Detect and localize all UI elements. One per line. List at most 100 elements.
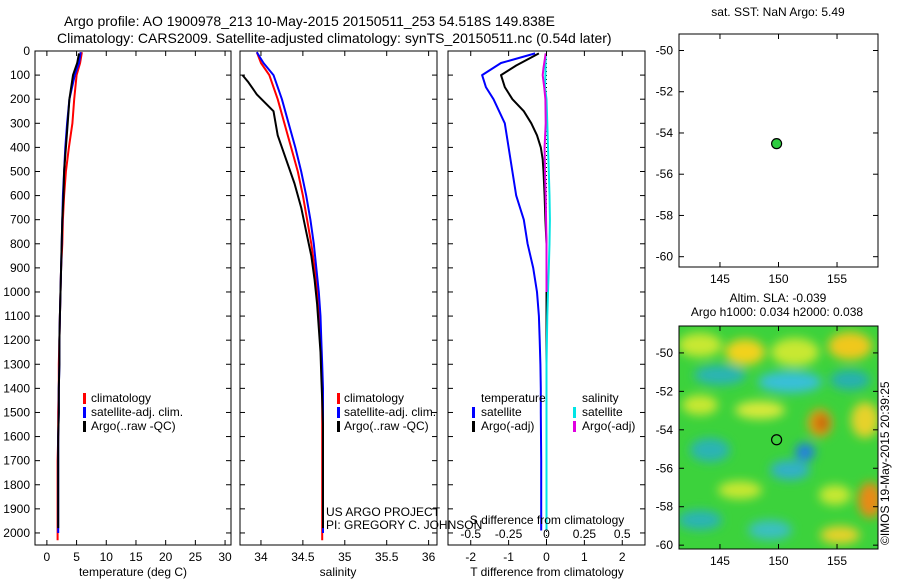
legend-swatch-sal-argo	[573, 421, 576, 432]
x-tick-label-top: -0.25	[495, 527, 523, 541]
y-tick-label: -60	[656, 250, 674, 264]
x-tick-label: 155	[827, 272, 847, 286]
x-tick-label: 34.5	[291, 550, 315, 564]
y-tick-label: 1100	[4, 309, 30, 323]
y-tick-label: -50	[656, 43, 674, 57]
x-tick-label: 35.5	[375, 550, 399, 564]
y-tick-label: -56	[656, 461, 674, 475]
salinity-legend: climatology satellite-adj. clim. Argo(..…	[337, 391, 436, 433]
y-tick-label: -58	[656, 500, 674, 514]
x-tick-label: 145	[710, 554, 730, 568]
series-line-temperature-argo-adj-	[500, 52, 548, 531]
difference-xlabel-top: S difference from climatology	[470, 513, 625, 527]
series-line-salinity-satellite	[544, 53, 551, 531]
legend-swatch-argo	[337, 421, 340, 432]
series-line-temperature-satellite	[481, 52, 543, 531]
legend-swatch-climatology	[83, 393, 86, 404]
series-line-argo-raw-qc-	[241, 74, 324, 529]
y-tick-label: -50	[656, 346, 674, 360]
sla-title-line1: Altim. SLA: -0.039	[730, 291, 827, 305]
y-tick-label: 1000	[3, 285, 30, 299]
legend-label-temp-satellite: satellite	[481, 405, 522, 419]
series-line-satellite-adj-clim-	[57, 52, 82, 533]
y-tick-label: 600	[10, 189, 30, 203]
y-tick-label: -54	[656, 126, 674, 140]
sst-axes-frame	[678, 33, 879, 268]
x-tick-label: 0	[44, 550, 51, 564]
temperature-panel: 0 5 10 15 20 25 300100200300400500600700800900…	[3, 44, 232, 579]
x-tick-label: 0	[543, 550, 550, 564]
y-tick-label: 1500	[3, 405, 30, 419]
x-tick-label: 30	[218, 550, 232, 564]
series-line-salinity-argo-adj-	[541, 53, 548, 292]
difference-xlabel: T difference from climatology	[470, 565, 624, 579]
sst-map-panel: sat. SST: NaN Argo: 5.49 145 150 155 -50 -52…	[656, 5, 879, 286]
legend-swatch-satellite	[83, 407, 86, 418]
x-tick-label: -1	[503, 550, 514, 564]
y-tick-label: 300	[10, 116, 30, 130]
project-credit: US ARGO PROJECT	[326, 505, 441, 519]
y-tick-label: 400	[10, 140, 30, 154]
x-tick-label-top: 0.5	[614, 527, 631, 541]
x-tick-label: 15	[129, 550, 143, 564]
salinity-panel: 34 34.5 35 35.5 36 salinity climatology sate…	[239, 50, 482, 579]
y-tick-label: 0	[23, 44, 30, 58]
figure-title: Argo profile: AO 1900978_213 10-May-2015…	[64, 13, 555, 29]
temperature-axes-frame	[34, 50, 232, 546]
x-tick-label: -2	[465, 550, 476, 564]
legend-label-satellite: satellite-adj. clim.	[344, 405, 436, 419]
x-tick-label: 5	[73, 550, 80, 564]
y-tick-label: 2000	[3, 526, 30, 540]
figure-subtitle: Climatology: CARS2009. Satellite-adjuste…	[57, 30, 612, 46]
x-tick-label: 155	[827, 554, 847, 568]
sla-title-line2: Argo h1000: 0.034 h2000: 0.038	[691, 305, 863, 319]
y-tick-label: 1300	[3, 357, 30, 371]
y-tick-label: -54	[656, 423, 674, 437]
x-tick-label: 20	[159, 550, 173, 564]
x-tick-label: 145	[710, 272, 730, 286]
x-tick-label: 34	[254, 550, 268, 564]
x-tick-label-top: -0.5	[460, 527, 481, 541]
y-tick-label: 900	[10, 261, 30, 275]
x-tick-label: 10	[100, 550, 114, 564]
x-tick-label: 25	[189, 550, 203, 564]
x-tick-label-top: 0	[543, 527, 550, 541]
difference-panel: -2 -1 0 1 2 -0.5 -0.25 0 0.25 0.5 T difference fr…	[447, 50, 646, 579]
series-line-satellite-adj-clim-	[255, 51, 324, 533]
sla-profile-location-marker	[771, 434, 783, 446]
y-tick-label: 1700	[3, 454, 30, 468]
legend-label-climatology: climatology	[344, 391, 404, 405]
legend-label-satellite: satellite-adj. clim.	[91, 405, 183, 419]
legend-label-sal-satellite: satellite	[582, 405, 623, 419]
sst-title: sat. SST: NaN Argo: 5.49	[711, 5, 845, 19]
temperature-legend: climatology satellite-adj. clim. Argo(..…	[83, 391, 183, 433]
legend-swatch-sal-satellite	[573, 407, 576, 418]
y-tick-label: 1900	[3, 502, 30, 516]
temperature-diff-legend: temperature satellite Argo(-adj)	[472, 391, 546, 433]
y-tick-label: -52	[656, 384, 674, 398]
legend-title-temperature: temperature	[481, 391, 546, 405]
series-line-argo-raw-qc-	[57, 53, 80, 529]
legend-label-temp-argo: Argo(-adj)	[481, 419, 534, 433]
x-tick-label: 150	[768, 554, 788, 568]
y-tick-label: 700	[10, 213, 30, 227]
legend-swatch-satellite	[337, 407, 340, 418]
x-tick-label: 35	[338, 550, 352, 564]
y-tick-label: -58	[656, 208, 674, 222]
y-tick-label: -56	[656, 167, 674, 181]
y-tick-label: -60	[656, 538, 674, 552]
y-tick-label: -52	[656, 85, 674, 99]
salinity-axes-frame	[239, 50, 438, 546]
legend-title-salinity: salinity	[582, 391, 619, 405]
y-tick-label: 800	[10, 237, 30, 251]
legend-swatch-temp-satellite	[472, 407, 475, 418]
y-tick-label: 1400	[3, 381, 30, 395]
imos-timestamp: ©IMOS 19-May-2015 20:39:25	[878, 381, 892, 545]
pi-credit: PI: GREGORY C. JOHNSON	[326, 518, 482, 532]
salinity-diff-legend: salinity satellite Argo(-adj)	[573, 391, 635, 433]
legend-label-sal-argo: Argo(-adj)	[582, 419, 635, 433]
y-tick-label: 1800	[3, 478, 30, 492]
temperature-xlabel: temperature (deg C)	[79, 565, 187, 579]
y-tick-label: 500	[10, 164, 30, 178]
